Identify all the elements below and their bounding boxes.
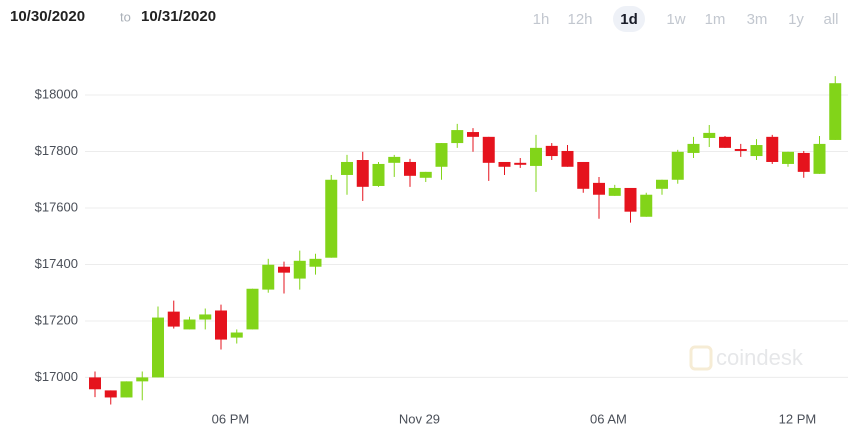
candle-body — [419, 171, 432, 178]
candle-body — [530, 147, 542, 166]
candle-body — [183, 319, 196, 330]
y-tick-label: $18000 — [35, 86, 78, 101]
candle-body — [467, 132, 479, 137]
date-to: 10/31/2020 — [141, 8, 216, 25]
candle-body — [624, 187, 637, 212]
range-button[interactable]: 1y — [788, 11, 804, 28]
candle-body — [514, 162, 527, 165]
candle-body — [813, 143, 826, 174]
x-tick-label: 06 PM — [212, 411, 250, 426]
candle-body — [246, 288, 259, 330]
candle-body — [199, 314, 212, 320]
candle-body — [372, 163, 385, 186]
range-button[interactable]: 1w — [666, 11, 685, 28]
candle-body — [262, 264, 275, 290]
date-from: 10/30/2020 — [10, 8, 85, 25]
y-tick-label: $17600 — [35, 199, 78, 214]
range-button[interactable]: 3m — [747, 11, 768, 28]
candle-body — [293, 260, 306, 279]
candle-body — [356, 160, 369, 187]
candle-body — [687, 143, 700, 153]
y-tick-label: $17000 — [35, 369, 78, 384]
candle-body — [325, 179, 338, 258]
candle-body — [341, 161, 353, 175]
candle-body — [404, 161, 416, 176]
range-button[interactable]: 1m — [705, 11, 726, 28]
candle-body — [577, 161, 590, 189]
candle-body — [656, 179, 668, 189]
candle-body — [230, 332, 243, 338]
date-separator: to — [120, 9, 131, 24]
x-tick-label: 06 AM — [590, 411, 627, 426]
candle-body — [671, 151, 684, 180]
candle-body — [435, 143, 448, 167]
candle-body — [734, 148, 747, 151]
candle-body — [278, 266, 290, 273]
candle-body — [167, 311, 180, 327]
candle-body — [152, 317, 164, 378]
y-tick-label: $17800 — [35, 143, 78, 158]
x-tick-label: Nov 29 — [399, 411, 440, 426]
candle-body — [545, 145, 558, 157]
candle-body — [561, 150, 574, 167]
range-button[interactable]: 12h — [567, 11, 592, 28]
watermark-icon — [689, 345, 713, 371]
candle-body — [451, 130, 464, 144]
candle-body — [136, 377, 149, 382]
range-button[interactable]: 1d — [620, 11, 638, 28]
watermark-text: coindesk — [716, 345, 804, 370]
candle-body — [482, 136, 495, 163]
candle-body — [593, 182, 605, 195]
candle-body — [498, 161, 511, 167]
candle-body — [782, 151, 794, 164]
range-highlight — [613, 6, 645, 32]
watermark: coindesk — [689, 345, 804, 371]
candle-body — [640, 194, 653, 217]
candle-body — [120, 381, 133, 398]
range-controls: 1h 12h 1d 1w 1m 3m 1y all — [533, 6, 839, 32]
candle-body — [766, 136, 779, 162]
candle-body — [309, 258, 322, 267]
candle-body — [750, 145, 763, 157]
x-tick-label: 12 PM — [779, 411, 817, 426]
range-button[interactable]: all — [823, 11, 838, 28]
candle-body — [89, 377, 101, 390]
candle-body — [797, 152, 810, 172]
candle-body — [104, 390, 117, 398]
candle-body — [703, 132, 716, 138]
candle-body — [388, 156, 401, 163]
candle-body — [215, 310, 227, 340]
range-button[interactable]: 1h — [533, 11, 550, 28]
candle-body — [608, 187, 621, 196]
y-tick-label: $17200 — [35, 312, 78, 327]
y-tick-label: $17400 — [35, 256, 78, 271]
candle-body — [719, 136, 731, 148]
candle-body — [829, 83, 842, 140]
